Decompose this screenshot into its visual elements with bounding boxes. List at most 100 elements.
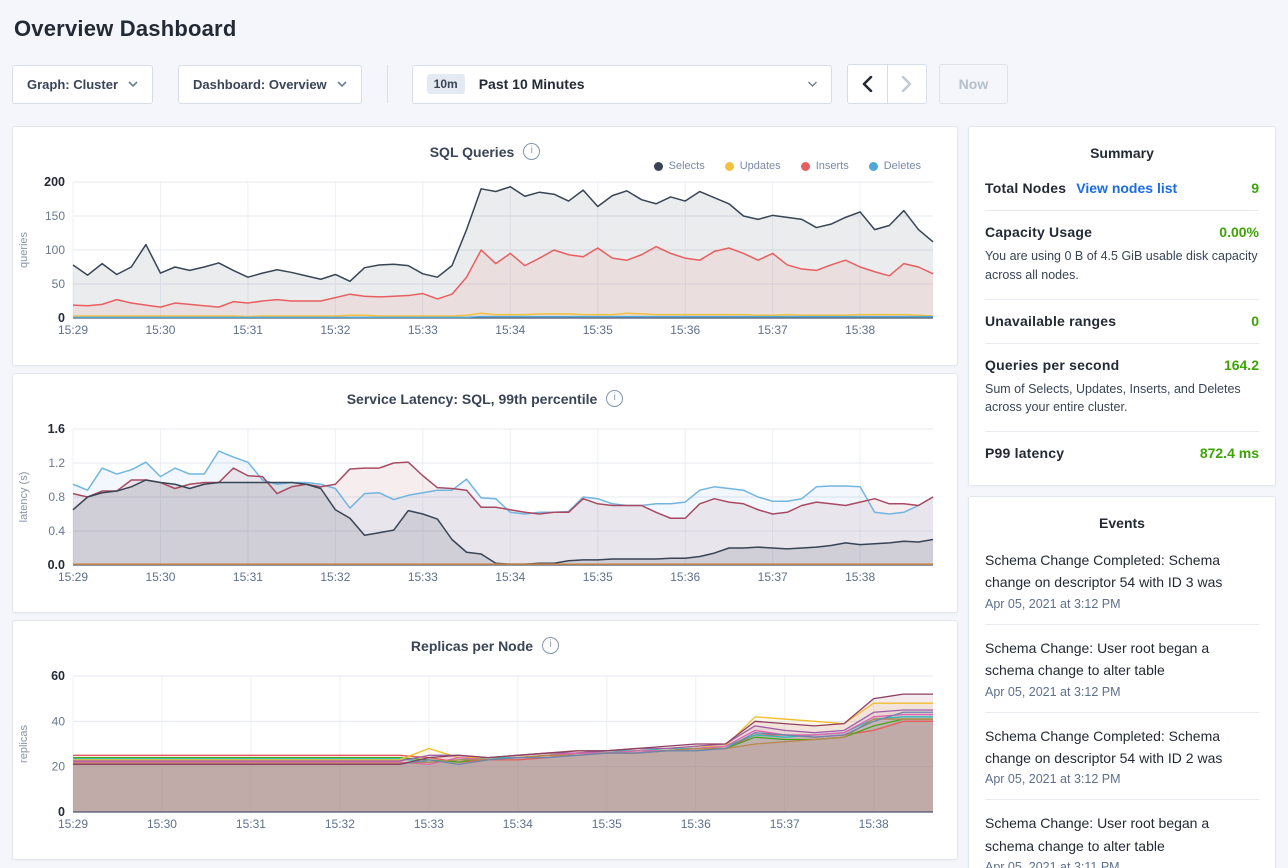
sidebar: Summary Total Nodes View nodes list 9 Ca… (968, 126, 1276, 868)
svg-text:15:32: 15:32 (320, 570, 350, 584)
legend-label: Selects (668, 160, 705, 172)
svg-text:15:34: 15:34 (503, 817, 533, 831)
toolbar: Graph: Cluster Dashboard: Overview 10m P… (12, 64, 1276, 104)
total-nodes-row: Total Nodes View nodes list 9 (985, 167, 1259, 210)
events-card: Events Schema Change Completed: Schema c… (968, 496, 1276, 868)
legend-item-selects[interactable]: Selects (653, 158, 705, 174)
charts-column: SQL Queries i Selects Updates Inserts Delet… (12, 126, 958, 860)
svg-text:0: 0 (58, 311, 65, 325)
svg-text:15:37: 15:37 (770, 817, 800, 831)
svg-text:15:29: 15:29 (58, 817, 88, 831)
replicas-per-node-chart[interactable]: 15:29 15:30 15:31 15:32 15:33 15:34 15:35 15:36… (13, 669, 957, 847)
view-nodes-list-link[interactable]: View nodes list (1076, 180, 1178, 196)
graph-dropdown[interactable]: Graph: Cluster (12, 64, 154, 104)
event-item: Schema Change Completed: Schema change o… (985, 711, 1259, 800)
toolbar-divider (386, 65, 388, 103)
svg-text:0.8: 0.8 (48, 490, 65, 504)
svg-text:15:35: 15:35 (583, 570, 613, 584)
event-message: Schema Change Completed: Schema change o… (985, 727, 1223, 766)
time-range-picker[interactable]: 10m Past 10 Minutes (411, 64, 832, 104)
info-icon[interactable]: i (606, 390, 624, 407)
info-icon[interactable]: i (542, 637, 560, 654)
legend-dot (653, 161, 663, 171)
time-range-label: Past 10 Minutes (478, 76, 585, 92)
chart-title: SQL Queries (429, 143, 515, 160)
svg-text:15:38: 15:38 (845, 570, 875, 584)
summary-label: Unavailable ranges (985, 312, 1117, 329)
svg-text:15:34: 15:34 (495, 323, 525, 337)
svg-text:replicas: replicas (18, 725, 30, 763)
dashboard-dropdown[interactable]: Dashboard: Overview (178, 64, 362, 104)
info-icon[interactable]: i (523, 143, 541, 160)
svg-text:1.2: 1.2 (48, 456, 65, 470)
events-list: Schema Change Completed: Schema change o… (969, 537, 1275, 868)
dashboard-dropdown-label: Dashboard: Overview (193, 76, 327, 92)
svg-text:40: 40 (52, 714, 66, 728)
legend-dot (724, 161, 734, 171)
legend-item-deletes[interactable]: Deletes (868, 158, 921, 174)
graph-dropdown-label: Graph: Cluster (27, 76, 119, 92)
svg-text:15:30: 15:30 (147, 817, 177, 831)
svg-text:15:35: 15:35 (592, 817, 622, 831)
summary-value: 0 (1251, 312, 1259, 329)
summary-value: 0.00% (1219, 224, 1259, 240)
svg-text:15:32: 15:32 (325, 817, 355, 831)
chevron-down-icon (337, 80, 347, 88)
summary-caption: You are using 0 B of 4.5 GiB usable disk… (985, 249, 1258, 282)
svg-text:15:33: 15:33 (414, 817, 444, 831)
sql-queries-chart-card: SQL Queries i Selects Updates Inserts Delet… (12, 126, 958, 366)
event-timestamp: Apr 05, 2021 at 3:12 PM (985, 684, 1121, 699)
svg-text:0.4: 0.4 (48, 524, 65, 538)
chevron-right-icon (901, 76, 912, 92)
svg-text:15:36: 15:36 (670, 570, 700, 584)
svg-text:200: 200 (44, 176, 65, 189)
summary-title: Summary (1090, 145, 1154, 161)
event-timestamp: Apr 05, 2021 at 3:12 PM (985, 772, 1121, 787)
unavailable-ranges-row: Unavailable ranges 0 (985, 298, 1259, 343)
replicas-per-node-chart-card: Replicas per Node i 15:29 15:30 15:31 15:32… (12, 620, 958, 860)
legend-dot (868, 161, 878, 171)
svg-text:queries: queries (18, 231, 30, 268)
chart-header: Replicas per Node i (13, 621, 957, 654)
event-item: Schema Change Completed: Schema change o… (985, 537, 1259, 624)
summary-value: 9 (1251, 180, 1259, 196)
service-latency-chart-card: Service Latency: SQL, 99th percentile i … (12, 373, 958, 613)
sql-queries-chart[interactable]: 15:29 15:30 15:31 15:32 15:33 15:34 15:35 15:36… (13, 175, 957, 353)
legend-dot (800, 161, 810, 171)
svg-text:20: 20 (52, 760, 66, 774)
prev-time-button[interactable] (848, 65, 887, 103)
legend-label: Deletes (883, 160, 921, 172)
summary-value: 164.2 (1223, 356, 1259, 373)
svg-text:0: 0 (58, 805, 65, 819)
svg-text:150: 150 (45, 209, 65, 223)
summary-caption: Sum of Selects, Updates, Inserts, and De… (985, 381, 1241, 415)
event-message: Schema Change: User root began a schema … (985, 815, 1210, 854)
now-button[interactable]: Now (938, 64, 1009, 104)
svg-text:15:29: 15:29 (58, 323, 88, 337)
legend-item-updates[interactable]: Updates (724, 158, 781, 174)
svg-text:15:29: 15:29 (58, 570, 88, 584)
svg-text:15:36: 15:36 (670, 323, 700, 337)
capacity-usage-row: Capacity Usage 0.00% You are using 0 B o… (985, 210, 1259, 299)
summary-label: Total Nodes (985, 180, 1067, 196)
summary-value: 872.4 ms (1199, 445, 1259, 461)
event-item: Schema Change: User root began a schema … (985, 623, 1259, 712)
event-timestamp: Apr 05, 2021 at 3:11 PM (985, 860, 1120, 868)
queries-per-second-row: Queries per second 164.2 Sum of Selects,… (985, 342, 1259, 432)
svg-text:15:37: 15:37 (758, 323, 788, 337)
svg-text:15:30: 15:30 (145, 323, 175, 337)
chart-legend (13, 405, 957, 421)
legend-label: Updates (739, 160, 781, 172)
svg-text:latency (s): latency (s) (18, 472, 30, 523)
chart-title: Replicas per Node (410, 637, 534, 654)
chart-legend (13, 652, 957, 668)
event-timestamp: Apr 05, 2021 at 3:12 PM (985, 596, 1121, 611)
legend-item-inserts[interactable]: Inserts (800, 158, 849, 174)
chart-legend: Selects Updates Inserts Deletes (13, 158, 957, 174)
next-time-button[interactable] (886, 65, 926, 103)
dashboard-content: SQL Queries i Selects Updates Inserts Delet… (12, 126, 1276, 868)
svg-text:100: 100 (45, 243, 65, 257)
svg-text:15:32: 15:32 (320, 323, 350, 337)
service-latency-chart[interactable]: 15:29 15:30 15:31 15:32 15:33 15:34 15:35 15:36… (13, 422, 957, 600)
